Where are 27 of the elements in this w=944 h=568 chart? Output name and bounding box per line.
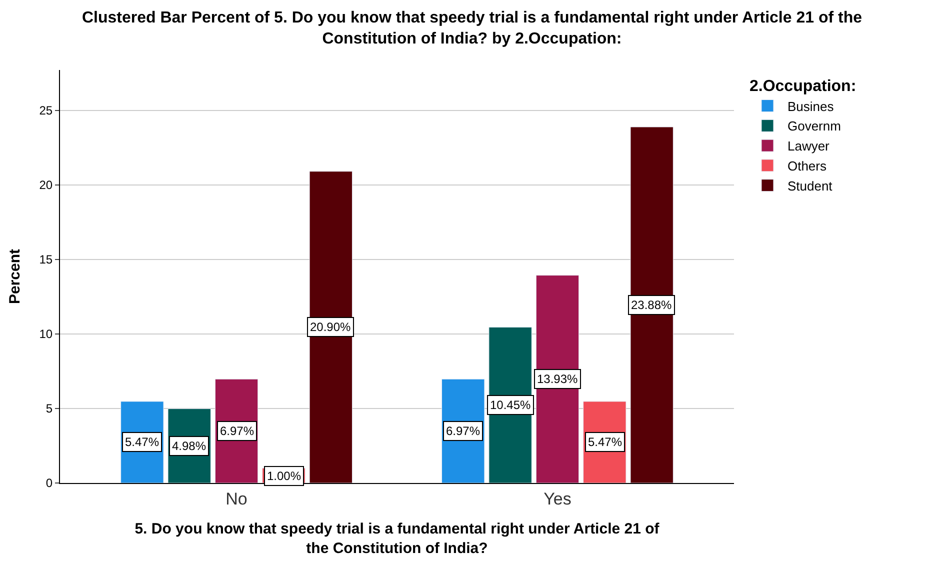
data-label: 5.47%: [125, 435, 160, 449]
legend-title: 2.Occupation:: [749, 78, 856, 95]
data-label: 6.97%: [220, 424, 254, 438]
x-tick-label: No: [226, 489, 248, 508]
y-tick-label: 15: [39, 252, 53, 267]
x-tick-label: Yes: [544, 489, 572, 508]
legend-label: Governm: [787, 118, 841, 134]
y-axis-title: Percent: [6, 248, 24, 304]
y-tick-label: 25: [39, 103, 53, 118]
legend-label: Others: [787, 158, 827, 174]
data-label: 13.93%: [537, 372, 578, 386]
data-label: 5.47%: [588, 435, 622, 449]
x-axis-title: 5. Do you know that speedy trial is a fundamental right under Article 21 of the Constitution of India?: [134, 520, 660, 557]
data-label: 6.97%: [446, 424, 480, 438]
data-label: 10.45%: [490, 398, 532, 412]
data-label: 23.88%: [631, 298, 672, 312]
y-tick-label: 10: [39, 327, 53, 342]
bar: [536, 275, 580, 483]
legend-label: Busines: [787, 98, 834, 114]
legend-label: Student: [787, 178, 833, 194]
data-label: 20.90%: [310, 320, 352, 334]
chart-title: Clustered Bar Percent of 5. Do you know that speedy trial is a fundamental right under Article 21 of the Constitution of India? by 2.Occupation:: [82, 10, 862, 48]
y-tick-label: 20: [39, 178, 53, 192]
y-tick-label: 0: [46, 476, 53, 490]
legend-label: Lawyer: [787, 138, 830, 154]
y-tick-label: 5: [46, 402, 53, 416]
data-label: 4.98%: [172, 439, 206, 453]
